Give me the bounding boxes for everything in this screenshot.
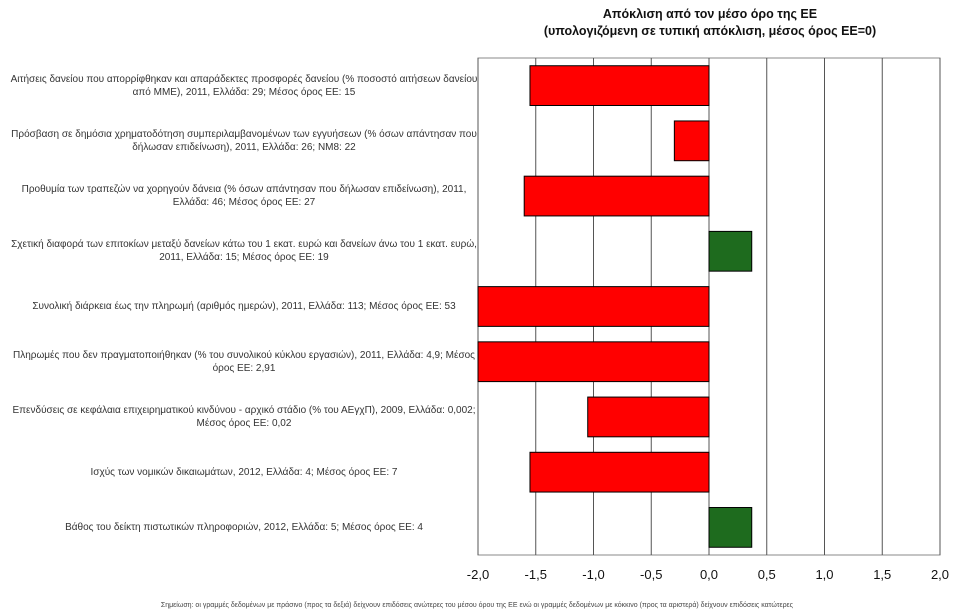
bar (477, 341, 710, 383)
x-tick-label: 2,0 (931, 567, 949, 582)
category-label: Προθυμία των τραπεζών να χορηγούν δάνεια… (21, 184, 467, 209)
bar (477, 286, 710, 327)
category-label: Συνολική διάρκεια έως την πληρωμή (αριθμ… (32, 301, 456, 312)
bar (529, 451, 710, 493)
x-tick-label: -1,5 (525, 567, 547, 582)
bar (673, 120, 710, 162)
bar (523, 175, 710, 217)
category-label: Σχετική διαφορά των επιτοκίων μεταξύ δαν… (11, 239, 477, 264)
category-label: Βάθος του δείκτη πιστωτικών πληροφοριών,… (65, 521, 423, 533)
x-tick-label: 1,0 (815, 567, 833, 582)
bar (708, 230, 753, 272)
x-tick-label: -2,0 (467, 567, 489, 582)
x-tick-label: 0,0 (700, 567, 718, 582)
chart-subtitle: (υπολογιζόμενη σε τυπική απόκλιση, μέσος… (543, 24, 877, 38)
chart-title: Απόκλιση από τον μέσο όρο της ΕΕ (υπολογ… (470, 6, 950, 40)
bar (587, 396, 710, 438)
bar (708, 507, 753, 548)
x-tick-label: -0,5 (640, 567, 662, 582)
footnote: Σημείωση: οι γραμμές δεδομένων με πράσιν… (160, 602, 794, 609)
category-label: Ισχύς των νομικών δικαιωμάτων, 2012, Ελλ… (90, 466, 398, 478)
x-tick-label: 1,5 (873, 567, 891, 582)
x-tick-label: 0,5 (758, 567, 776, 582)
x-tick-label: -1,0 (582, 567, 604, 582)
chart-title-line: Απόκλιση από τον μέσο όρο της ΕΕ (602, 7, 818, 21)
bar (529, 65, 710, 106)
category-label: Αιτήσεις δανείου που απορρίφθηκαν και απ… (10, 73, 478, 98)
category-label: Πρόσβαση σε δημόσια χρηματοδότηση συμπερ… (11, 128, 477, 153)
category-label: Επενδύσεις σε κεφάλαια επιχειρηματικού κ… (12, 404, 476, 429)
category-label: Πληρωμές που δεν πραγματοποιήθηκαν (% το… (12, 349, 475, 374)
